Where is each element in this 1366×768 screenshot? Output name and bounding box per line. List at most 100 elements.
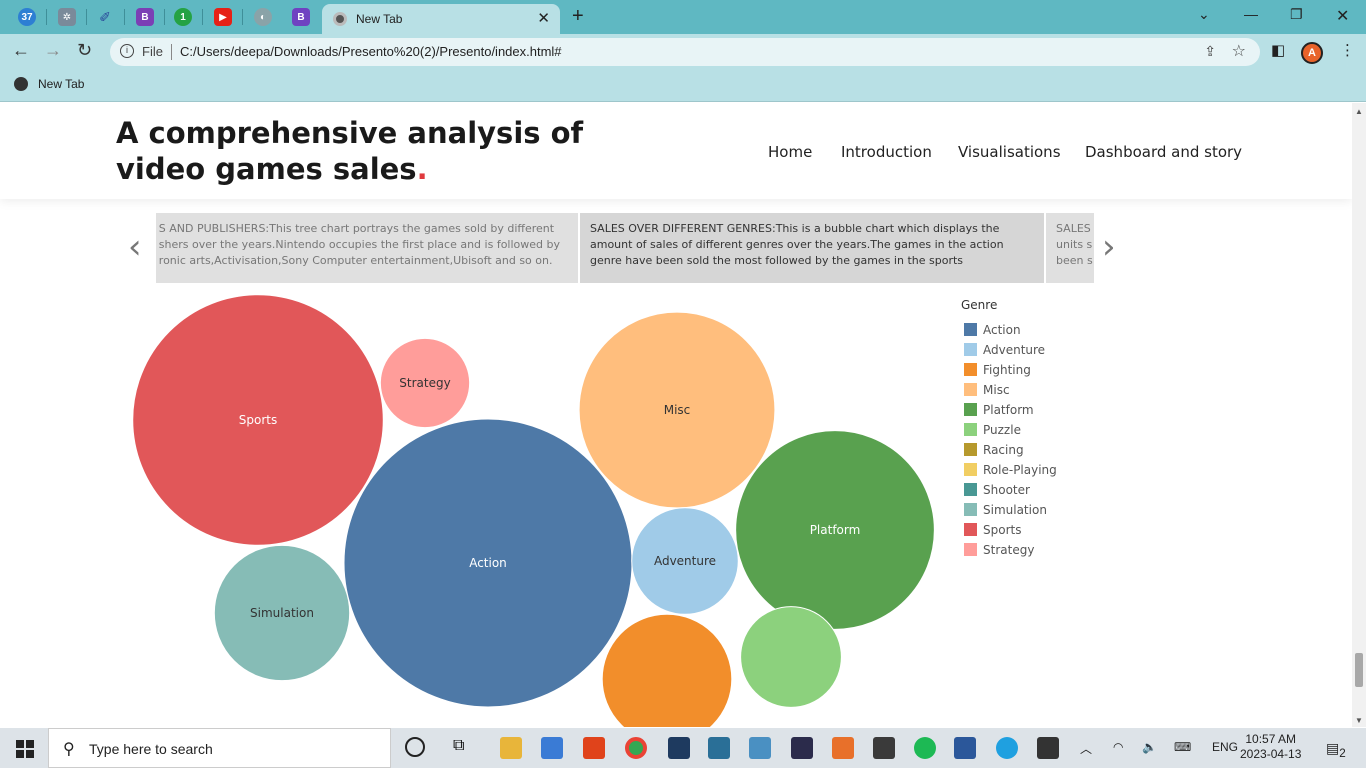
bubble-simulation[interactable] <box>213 544 351 682</box>
photos-icon[interactable] <box>1037 737 1059 759</box>
carousel-prev-arrow[interactable]: ‹ <box>128 227 142 267</box>
bubble-fighting[interactable] <box>601 613 733 727</box>
legend-label-sports[interactable]: Sports <box>983 523 1021 537</box>
legend-swatch-action[interactable] <box>964 323 977 336</box>
scroll-thumb[interactable] <box>1355 653 1363 687</box>
page-scrollbar[interactable]: ▲ ▼ <box>1352 103 1366 727</box>
legend-label-fighting[interactable]: Fighting <box>983 363 1031 377</box>
kite-icon[interactable] <box>832 737 854 759</box>
bubble-adventure[interactable] <box>631 507 739 615</box>
browser-toolbar: ← → ↻ i File C:/Users/deepa/Downloads/Pr… <box>0 34 1366 70</box>
wifi-icon[interactable]: ◠ <box>1113 740 1124 754</box>
legend-label-shooter[interactable]: Shooter <box>983 483 1030 497</box>
tableau-icon[interactable] <box>749 737 771 759</box>
reload-button[interactable]: ↻ <box>77 40 93 60</box>
tray-chevron-icon[interactable]: ︿ <box>1080 742 1093 756</box>
forward-button[interactable]: → <box>44 40 62 60</box>
clock[interactable]: 10:57 AM 2023-04-13 <box>1240 732 1301 762</box>
carousel-slide-next[interactable]: SALES units s been s <box>1046 213 1094 283</box>
legend-swatch-shooter[interactable] <box>964 483 977 496</box>
active-tab[interactable]: New Tab ✕ <box>322 4 560 34</box>
task-view-icon[interactable]: ⧉ <box>453 737 465 754</box>
nav-visualisations[interactable]: Visualisations <box>958 143 1061 161</box>
tab-favicon-whatsapp[interactable]: 1 <box>174 8 192 26</box>
legend-swatch-racing[interactable] <box>964 443 977 456</box>
scroll-up-arrow[interactable]: ▲ <box>1355 107 1363 116</box>
mysql-workbench-icon[interactable] <box>708 737 730 759</box>
tab-search-icon[interactable]: ⌄ <box>1198 6 1210 22</box>
close-tab-icon[interactable]: ✕ <box>537 10 550 27</box>
new-tab-button[interactable]: + <box>572 5 584 27</box>
legend-label-racing[interactable]: Racing <box>983 443 1024 457</box>
bubble-sports[interactable] <box>132 294 384 546</box>
office-icon[interactable] <box>583 737 605 759</box>
carousel-slide-active[interactable]: SALES OVER DIFFERENT GENRES:This is a bu… <box>580 213 1044 283</box>
close-window-button[interactable]: ✕ <box>1336 8 1350 25</box>
share-icon[interactable]: ⇪ <box>1204 43 1216 59</box>
bubble-strategy[interactable] <box>379 337 471 429</box>
language-indicator[interactable]: ENG <box>1212 740 1239 754</box>
legend-label-simulation[interactable]: Simulation <box>983 503 1047 517</box>
tab-favicon-b[interactable]: B <box>136 8 154 26</box>
keyboard-icon[interactable]: ⌨ <box>1174 740 1192 754</box>
profile-avatar[interactable]: A <box>1301 42 1323 64</box>
legend-label-platform[interactable]: Platform <box>983 403 1034 417</box>
menu-icon[interactable]: ⋮ <box>1340 42 1355 59</box>
legend-swatch-strategy[interactable] <box>964 543 977 556</box>
mysql-icon[interactable] <box>668 737 690 759</box>
word-icon[interactable] <box>954 737 976 759</box>
legend-label-role-playing[interactable]: Role-Playing <box>983 463 1057 477</box>
notification-icon[interactable]: ▤2 <box>1326 740 1346 760</box>
legend-swatch-simulation[interactable] <box>964 503 977 516</box>
legend-label-adventure[interactable]: Adventure <box>983 343 1045 357</box>
legend-swatch-platform[interactable] <box>964 403 977 416</box>
chrome-taskbar-icon[interactable] <box>625 737 647 759</box>
legend-label-misc[interactable]: Misc <box>983 383 1010 397</box>
address-bar[interactable]: i File C:/Users/deepa/Downloads/Presento… <box>110 38 1260 66</box>
tab-favicon-counter[interactable]: 37 <box>18 8 36 26</box>
bubble-platform[interactable] <box>735 430 935 630</box>
bubble-puzzle[interactable] <box>740 606 842 708</box>
nav-home[interactable]: Home <box>768 143 813 161</box>
tab-favicon-draw[interactable]: ✐ <box>99 8 111 25</box>
info-icon[interactable]: i <box>120 44 134 58</box>
bubble-label-platform: Platform <box>810 523 861 537</box>
legend-label-action[interactable]: Action <box>983 323 1021 337</box>
minimize-button[interactable]: — <box>1244 6 1258 22</box>
side-panel-icon[interactable]: ◧ <box>1271 42 1286 59</box>
edge-icon[interactable] <box>996 737 1018 759</box>
store-icon[interactable] <box>541 737 563 759</box>
legend-swatch-sports[interactable] <box>964 523 977 536</box>
scroll-down-arrow[interactable]: ▼ <box>1355 716 1363 725</box>
windows-start-button[interactable] <box>16 740 34 758</box>
taskbar-search[interactable]: ⚲ Type here to search <box>48 728 391 768</box>
spotify-icon[interactable] <box>914 737 936 759</box>
nav-introduction[interactable]: Introduction <box>841 143 932 161</box>
legend-swatch-role-playing[interactable] <box>964 463 977 476</box>
url-text[interactable]: C:/Users/deepa/Downloads/Presento%20(2)/… <box>180 44 562 59</box>
legend-swatch-adventure[interactable] <box>964 343 977 356</box>
legend-swatch-fighting[interactable] <box>964 363 977 376</box>
tab-favicon-settings[interactable]: ✲ <box>58 8 76 26</box>
carousel-next-arrow[interactable]: › <box>1102 227 1116 267</box>
restore-button[interactable]: ❐ <box>1290 6 1303 22</box>
volume-icon[interactable]: 🔈 <box>1142 740 1157 754</box>
cortana-icon[interactable] <box>405 737 425 757</box>
tab-favicon-globe[interactable]: ◐ <box>254 8 272 26</box>
site-title[interactable]: A comprehensive analysis of video games … <box>116 115 676 187</box>
tab-favicon-youtube[interactable]: ▶ <box>214 8 232 26</box>
tab-badge-count: 37 <box>21 11 33 23</box>
paint-icon[interactable] <box>873 737 895 759</box>
nav-dashboard-and-story[interactable]: Dashboard and story <box>1085 143 1243 161</box>
carousel-slide-prev[interactable]: S AND PUBLISHERS:This tree chart portray… <box>156 213 578 283</box>
bookmark-star-icon[interactable]: ☆ <box>1231 43 1246 60</box>
back-button[interactable]: ← <box>12 40 30 60</box>
app-icon[interactable] <box>791 737 813 759</box>
legend-label-puzzle[interactable]: Puzzle <box>983 423 1021 437</box>
legend-swatch-misc[interactable] <box>964 383 977 396</box>
tab-favicon-bootstrap[interactable]: B <box>292 8 310 26</box>
legend-swatch-puzzle[interactable] <box>964 423 977 436</box>
file-explorer-icon[interactable] <box>500 737 522 759</box>
legend-label-strategy[interactable]: Strategy <box>983 543 1034 557</box>
bookmark-new-tab[interactable]: New Tab <box>14 77 84 91</box>
